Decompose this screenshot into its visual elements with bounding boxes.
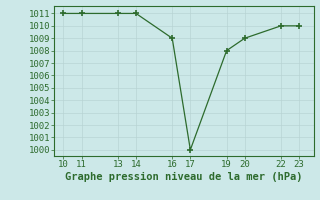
X-axis label: Graphe pression niveau de la mer (hPa): Graphe pression niveau de la mer (hPa) [65,172,303,182]
